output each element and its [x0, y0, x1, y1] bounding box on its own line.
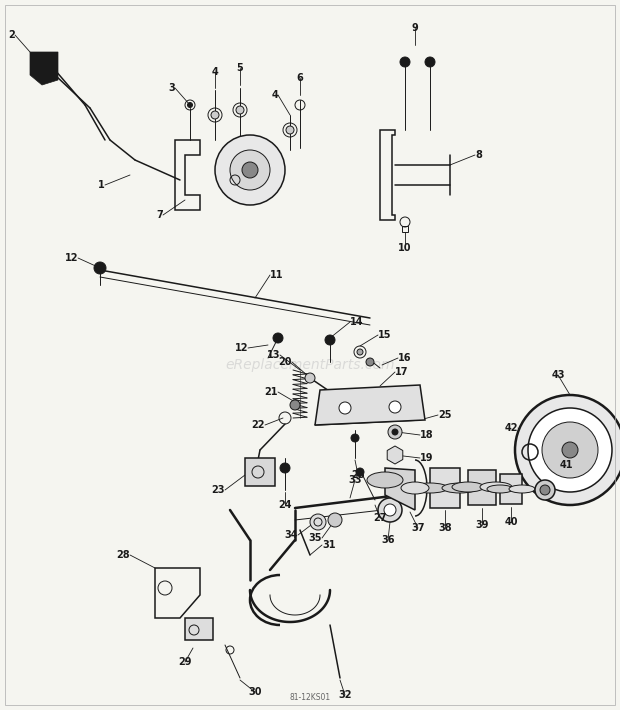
Circle shape: [392, 429, 398, 435]
Text: 1: 1: [98, 180, 105, 190]
Text: 22: 22: [252, 420, 265, 430]
Circle shape: [378, 498, 402, 522]
Text: 29: 29: [179, 657, 192, 667]
Text: eReplacementParts.com: eReplacementParts.com: [225, 358, 395, 372]
Text: 12: 12: [64, 253, 78, 263]
Text: 19: 19: [420, 453, 433, 463]
Text: 12: 12: [234, 343, 248, 353]
Text: 39: 39: [476, 520, 489, 530]
FancyBboxPatch shape: [245, 458, 275, 486]
Circle shape: [286, 126, 294, 134]
Polygon shape: [388, 446, 403, 464]
Circle shape: [356, 468, 364, 476]
Text: 15: 15: [378, 330, 391, 340]
Text: 4: 4: [272, 90, 278, 100]
Ellipse shape: [487, 485, 513, 493]
Circle shape: [388, 425, 402, 439]
Circle shape: [542, 422, 598, 478]
Ellipse shape: [367, 472, 403, 488]
Text: 23: 23: [211, 485, 225, 495]
Circle shape: [528, 408, 612, 492]
Circle shape: [325, 335, 335, 345]
Circle shape: [305, 373, 315, 383]
Text: 34: 34: [285, 530, 298, 540]
Text: 16: 16: [398, 353, 412, 363]
Circle shape: [425, 57, 435, 67]
Circle shape: [273, 333, 283, 343]
Ellipse shape: [452, 482, 484, 492]
Text: 43: 43: [551, 370, 565, 380]
Circle shape: [562, 442, 578, 458]
Circle shape: [515, 395, 620, 505]
Text: 14: 14: [350, 317, 363, 327]
Text: 38: 38: [438, 523, 452, 533]
Text: 17: 17: [395, 367, 409, 377]
Circle shape: [236, 106, 244, 114]
Text: 35: 35: [309, 533, 322, 543]
Circle shape: [535, 480, 555, 500]
Polygon shape: [30, 52, 58, 85]
Text: 42: 42: [505, 423, 518, 433]
Text: 81-12KS01: 81-12KS01: [290, 694, 330, 702]
Circle shape: [339, 402, 351, 414]
Text: 24: 24: [278, 500, 292, 510]
Text: 27: 27: [373, 513, 387, 523]
Ellipse shape: [442, 483, 478, 493]
FancyBboxPatch shape: [500, 474, 522, 504]
Circle shape: [357, 349, 363, 355]
Text: 41: 41: [560, 460, 574, 470]
Text: 13: 13: [267, 350, 280, 360]
Circle shape: [211, 111, 219, 119]
Text: 8: 8: [475, 150, 482, 160]
Circle shape: [384, 504, 396, 516]
Polygon shape: [385, 468, 415, 510]
Text: 25: 25: [438, 410, 451, 420]
Text: 7: 7: [156, 210, 163, 220]
Text: 6: 6: [296, 73, 303, 83]
Ellipse shape: [509, 485, 535, 493]
Text: 9: 9: [412, 23, 418, 33]
Text: 31: 31: [322, 540, 335, 550]
Circle shape: [328, 513, 342, 527]
Ellipse shape: [480, 482, 512, 492]
Circle shape: [351, 434, 359, 442]
FancyBboxPatch shape: [185, 618, 213, 640]
Text: 36: 36: [381, 535, 395, 545]
Text: 28: 28: [117, 550, 130, 560]
Text: 32: 32: [339, 690, 352, 700]
Text: 3: 3: [168, 83, 175, 93]
Text: 18: 18: [420, 430, 433, 440]
Text: 21: 21: [265, 387, 278, 397]
Text: 33: 33: [348, 475, 361, 485]
Circle shape: [310, 514, 326, 530]
Circle shape: [242, 162, 258, 178]
Circle shape: [400, 57, 410, 67]
Ellipse shape: [412, 483, 448, 493]
Circle shape: [94, 262, 106, 274]
FancyBboxPatch shape: [430, 468, 460, 508]
Text: 5: 5: [237, 63, 244, 73]
Polygon shape: [315, 385, 425, 425]
Text: 2: 2: [8, 30, 15, 40]
Circle shape: [215, 135, 285, 205]
Text: 11: 11: [270, 270, 283, 280]
Text: 20: 20: [278, 357, 292, 367]
Text: 26: 26: [352, 470, 365, 480]
Circle shape: [187, 102, 192, 107]
FancyBboxPatch shape: [468, 470, 496, 505]
Text: 40: 40: [504, 517, 518, 527]
Circle shape: [280, 463, 290, 473]
Ellipse shape: [401, 482, 429, 494]
Circle shape: [540, 485, 550, 495]
Text: 30: 30: [248, 687, 262, 697]
Text: 37: 37: [411, 523, 425, 533]
Circle shape: [290, 400, 300, 410]
Text: 10: 10: [398, 243, 412, 253]
Circle shape: [230, 150, 270, 190]
Text: 4: 4: [211, 67, 218, 77]
Circle shape: [366, 358, 374, 366]
Circle shape: [389, 401, 401, 413]
